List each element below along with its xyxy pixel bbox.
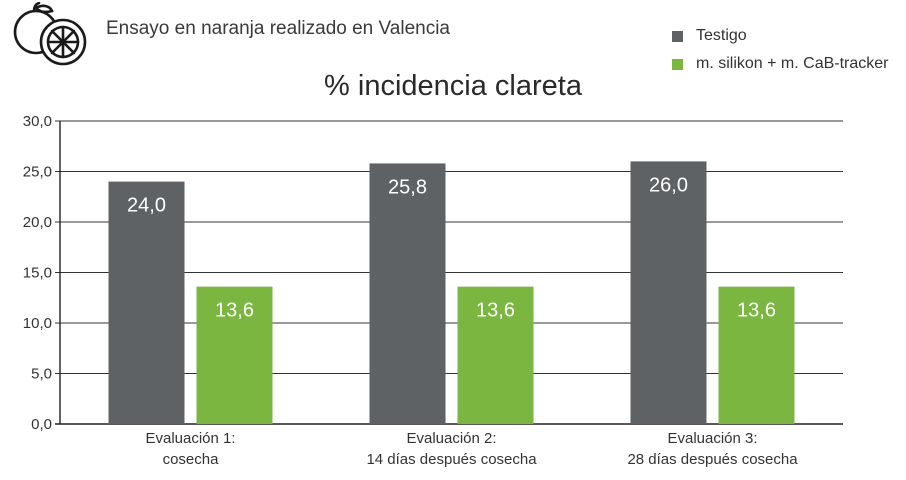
y-tick-label: 15,0: [23, 265, 52, 282]
chart-subtitle: Ensayo en naranja realizado en Valencia: [106, 18, 450, 39]
legend-item-testigo: Testigo: [672, 22, 888, 50]
bar-testigo: [369, 163, 446, 425]
orange-fruit-icon: [13, 2, 87, 66]
bar-testigo: [630, 161, 707, 424]
x-tick-label: cosecha: [163, 451, 220, 468]
legend-label-treatment: m. silikon + m. CaB-tracker: [696, 55, 889, 72]
y-tick-label: 30,0: [23, 113, 52, 130]
bar-treatment: [457, 286, 534, 424]
chart-title: % incidencia clareta: [324, 70, 582, 102]
data-label: 13,6: [476, 300, 515, 322]
legend-swatch-testigo: [672, 30, 683, 42]
bar-testigo: [108, 181, 185, 424]
bar-treatment: [718, 286, 795, 424]
data-label: 24,0: [127, 195, 166, 217]
x-tick-label: 28 días después cosecha: [627, 451, 798, 468]
y-tick-label: 10,0: [23, 315, 52, 332]
legend: Testigo m. silikon + m. CaB-tracker: [672, 22, 888, 78]
legend-swatch-treatment: [672, 58, 683, 70]
x-tick-label: Evaluación 2:: [406, 430, 496, 447]
data-label: 13,6: [737, 300, 776, 322]
x-tick-label: Evaluación 1:: [145, 430, 235, 447]
y-tick-label: 25,0: [23, 164, 52, 181]
x-tick-label: 14 días después cosecha: [366, 451, 537, 468]
data-label: 13,6: [215, 300, 254, 322]
x-tick-label: Evaluación 3:: [667, 430, 757, 447]
y-tick-label: 0,0: [31, 416, 52, 433]
y-tick-label: 5,0: [31, 366, 52, 383]
data-label: 26,0: [649, 174, 688, 196]
legend-item-treatment: m. silikon + m. CaB-tracker: [672, 50, 888, 78]
data-label: 25,8: [388, 176, 427, 198]
y-tick-label: 20,0: [23, 214, 52, 231]
legend-label-testigo: Testigo: [696, 27, 747, 44]
bar-treatment: [196, 286, 273, 424]
